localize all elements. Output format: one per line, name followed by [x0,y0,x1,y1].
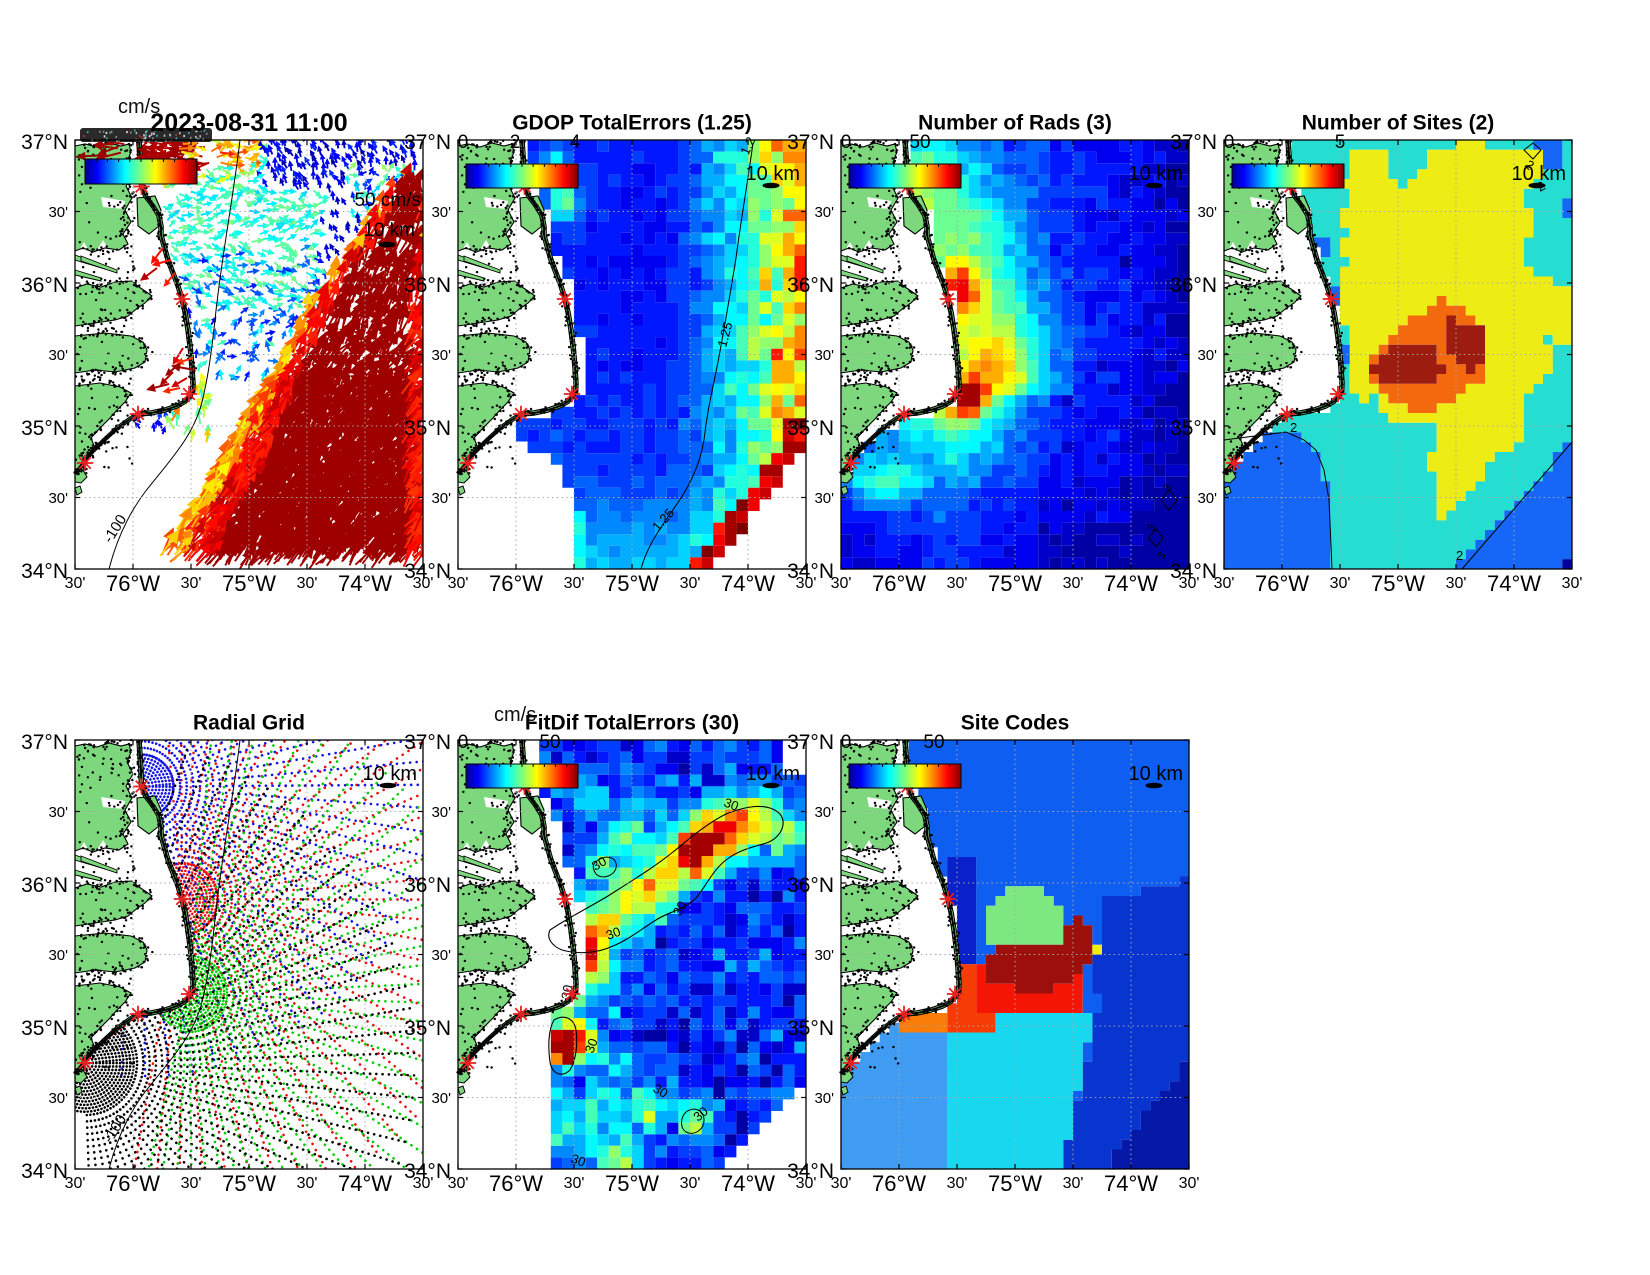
svg-text:50: 50 [923,732,944,753]
svg-text:GDOP TotalErrors (1.25): GDOP TotalErrors (1.25) [512,112,752,135]
svg-text:30: 30 [670,898,690,918]
svg-text:50 cm/s: 50 cm/s [354,190,421,211]
svg-text:10 km: 10 km [363,220,415,241]
svg-text:30: 30 [722,795,741,814]
svg-text:0: 0 [458,132,469,153]
svg-text:0: 0 [841,132,852,153]
svg-text:2023-08-31 11:00: 2023-08-31 11:00 [150,109,347,137]
svg-text:2: 2 [1456,548,1463,563]
svg-text:50: 50 [909,132,930,153]
svg-text:0: 0 [841,732,852,753]
svg-text:FitDif TotalErrors (30): FitDif TotalErrors (30) [525,712,739,735]
svg-text:cm/s: cm/s [118,96,160,118]
svg-text:Number of Sites (2): Number of Sites (2) [1302,112,1495,135]
svg-text:Number of Rads (3): Number of Rads (3) [918,112,1112,135]
svg-text:30: 30 [589,853,609,873]
svg-text:Site Codes: Site Codes [961,712,1070,735]
svg-text:Radial Grid: Radial Grid [193,712,305,735]
svg-text:3: 3 [1155,550,1168,561]
svg-text:30: 30 [604,924,623,943]
svg-text:0: 0 [1224,132,1235,153]
svg-text:4: 4 [570,132,581,153]
svg-text:3: 3 [1161,482,1174,493]
svg-text:2: 2 [510,132,521,153]
svg-text:1.25: 1.25 [714,320,735,348]
svg-text:0: 0 [458,732,469,753]
svg-text:cm/s: cm/s [494,704,536,726]
svg-text:30: 30 [651,1081,671,1101]
svg-text:30: 30 [582,1036,601,1055]
svg-text:3: 3 [1145,522,1158,533]
svg-text:50: 50 [539,732,560,753]
svg-text:2: 2 [1290,420,1297,435]
